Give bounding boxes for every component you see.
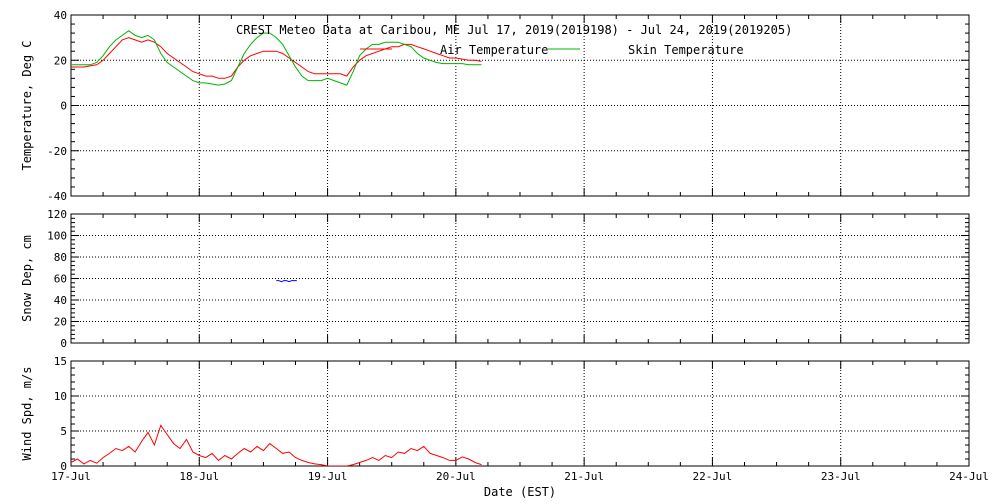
series-line-panel-2-0: [276, 280, 297, 283]
y-tick-label: 0: [60, 460, 67, 473]
x-tick-label: 23-Jul: [821, 470, 861, 483]
x-tick-label: 21-Jul: [564, 470, 604, 483]
y-axis-title: Temperature, Deg C: [20, 40, 34, 170]
y-tick-label: 40: [54, 9, 67, 22]
y-axis-title: Wind Spd, m/s: [20, 367, 34, 461]
x-axis-title: Date (EST): [484, 485, 556, 499]
panel-1: -40 -20 0 20 40 Temperature, Deg C CREST Meteo…: [20, 9, 970, 203]
y-tick-label: 80: [54, 251, 67, 264]
y-tick-label: 60: [54, 273, 67, 286]
series-line-air-temperature: [71, 37, 482, 79]
panels-layer: -40 -20 0 20 40 Temperature, Deg C CREST Meteo…: [20, 9, 989, 499]
y-tick-label: -20: [47, 145, 67, 158]
x-tick-label: 18-Jul: [179, 470, 219, 483]
y-tick-label: 15: [54, 355, 67, 368]
y-tick-label: 5: [60, 425, 67, 438]
y-tick-label: -40: [47, 190, 67, 203]
legend-label: Skin Temperature: [628, 43, 744, 57]
y-tick-label: 20: [54, 54, 67, 67]
chart-title: CREST Meteo Data at Caribou, ME Jul 17, …: [236, 23, 792, 37]
plot-frame: [70, 213, 970, 344]
y-tick-label: 0: [60, 337, 67, 350]
y-tick-label: 10: [54, 390, 67, 403]
y-tick-label: 100: [47, 230, 67, 243]
plot-frame: [70, 360, 970, 467]
y-tick-label: 40: [54, 294, 67, 307]
x-tick-label: 19-Jul: [308, 470, 348, 483]
y-tick-label: 0: [60, 100, 67, 113]
series-line-panel-3-0: [71, 424, 482, 466]
legend-label: Air Temperature: [440, 43, 548, 57]
series-line-skin-temperature: [71, 30, 482, 86]
y-tick-label: 120: [47, 208, 67, 221]
x-tick-label: 24-Jul: [949, 470, 989, 483]
y-axis-title: Snow Dep, cm: [20, 235, 34, 322]
x-tick-label: 22-Jul: [693, 470, 733, 483]
x-tick-label: 20-Jul: [436, 470, 476, 483]
panel-3: 0 5 10 15 17-Jul 18-Jul 19-Jul 20-Jul 21-Jul 22-J…: [20, 355, 989, 499]
panel-2: 0 20 40 60 80 100 120 Snow Dep, cm: [20, 208, 970, 350]
y-tick-label: 20: [54, 316, 67, 329]
x-tick-label: 17-Jul: [51, 470, 91, 483]
